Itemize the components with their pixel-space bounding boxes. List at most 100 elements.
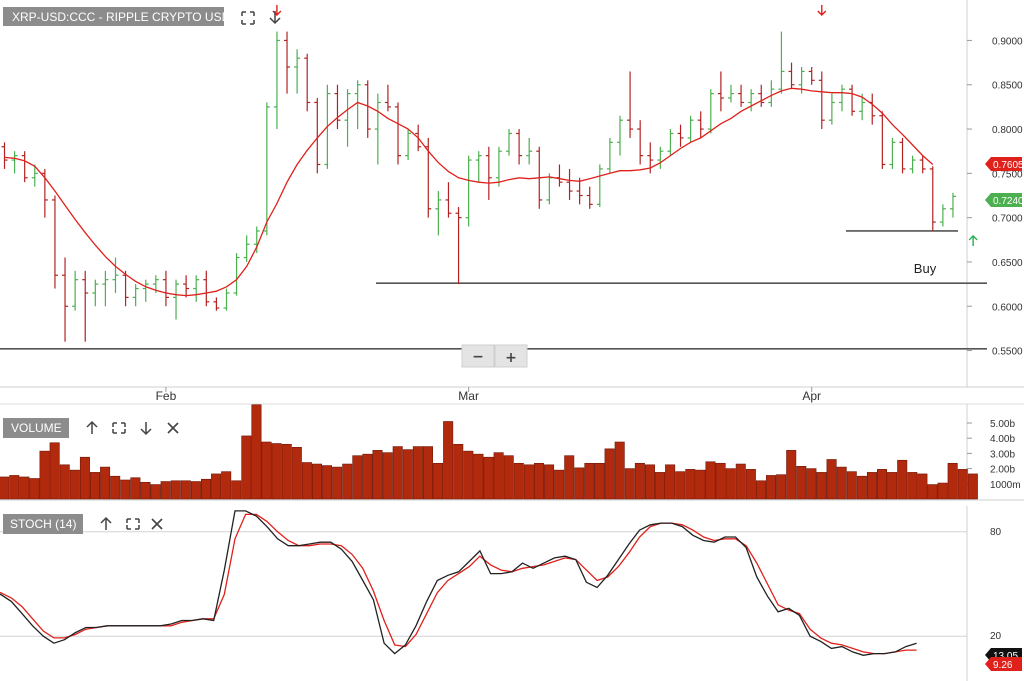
ohlc-bar [859, 93, 866, 121]
volume-bar [463, 450, 474, 500]
ohlc-bar [314, 98, 321, 174]
volume-bar [392, 446, 403, 500]
month-tick-label: Feb [156, 389, 177, 403]
volume-bar [483, 456, 494, 500]
stoch-d-badge-text: 9.26 [993, 660, 1013, 671]
volume-bar [856, 475, 867, 500]
expand-icon[interactable] [241, 11, 255, 25]
volume-bar [766, 475, 777, 500]
ohlc-bar [284, 31, 291, 94]
volume-bar [443, 421, 454, 500]
ohlc-bar [889, 137, 896, 169]
volume-bar [846, 471, 857, 500]
date-x-axis: Feb Mar Apr [156, 387, 821, 403]
volume-bar [866, 472, 877, 500]
volume-bar [503, 455, 514, 500]
ohlc-bar [526, 137, 533, 165]
volume-bar [352, 455, 363, 500]
ohlc-bar [223, 288, 230, 311]
ohlc-bar [374, 93, 381, 165]
ohlc-bar [687, 115, 694, 143]
ohlc-bar [405, 129, 412, 161]
volume-bar [271, 443, 282, 500]
move-down-icon[interactable] [140, 422, 152, 436]
close-icon[interactable] [167, 422, 179, 434]
volume-bar [251, 404, 262, 500]
zoom-out-button[interactable]: − [461, 344, 495, 368]
volume-bar [130, 477, 141, 500]
close-icon[interactable] [151, 518, 163, 530]
move-up-icon[interactable] [100, 516, 112, 530]
volume-bar [634, 462, 645, 500]
ohlc-bar [939, 204, 946, 227]
ohlc-bar [294, 49, 301, 94]
volume-bar [180, 480, 191, 500]
ohlc-bar [909, 155, 916, 174]
price-title-tag[interactable]: XRP-USD:CCC - RIPPLE CRYPTO USD [3, 7, 231, 26]
ohlc-bar [506, 129, 512, 156]
volume-title: VOLUME [11, 421, 62, 435]
volume-bar [513, 462, 524, 500]
price-badge-text: 0.7240 [993, 196, 1024, 207]
sell-arrow-icon [817, 5, 827, 16]
ohlc-bar [667, 129, 674, 156]
volume-bar [887, 472, 898, 500]
ohlc-bar [445, 182, 452, 218]
volume-tick-label: 2.00b [990, 465, 1015, 476]
ohlc-bar [516, 129, 523, 165]
price-tick-label: 0.9000 [992, 36, 1023, 47]
ohlc-bar [818, 71, 825, 130]
ohlc-bar [384, 84, 391, 112]
ohlc-bar [425, 137, 432, 218]
ohlc-bar [132, 284, 139, 307]
volume-bar [604, 448, 615, 500]
volume-tick-label: 3.00b [990, 449, 1015, 460]
volume-bar [715, 462, 726, 500]
sell-arrow-icon [272, 5, 282, 16]
volume-bar [372, 450, 383, 500]
volume-bar [281, 443, 292, 500]
volume-bar [291, 447, 302, 500]
volume-bar [140, 481, 151, 500]
ohlc-bar [11, 151, 18, 174]
volume-bar [624, 468, 635, 500]
ohlc-bar [627, 71, 634, 138]
move-up-icon[interactable] [86, 420, 98, 434]
volume-title-tag[interactable]: VOLUME [3, 418, 69, 438]
ohlc-bar [122, 270, 129, 307]
volume-bar [69, 469, 80, 500]
volume-bar [100, 466, 111, 500]
expand-icon[interactable] [112, 422, 126, 434]
ohlc-bar [364, 80, 371, 138]
volume-bar [221, 471, 232, 500]
moving-average-line [4, 87, 934, 297]
stoch-title-tag[interactable]: STOCH (14) [3, 514, 83, 534]
ohlc-bar [263, 102, 270, 236]
ohlc-bar [1, 142, 8, 169]
volume-bar [735, 463, 746, 500]
volume-bar [907, 472, 918, 500]
ma-badge-text: 0.7605 [993, 160, 1024, 171]
ohlc-bar [253, 226, 260, 254]
volume-bar [554, 469, 565, 500]
ohlc-bar [21, 151, 28, 183]
volume-bar [533, 462, 544, 500]
volume-bar [59, 464, 70, 500]
volume-bar [402, 449, 413, 500]
ohlc-bar [475, 151, 482, 183]
expand-icon[interactable] [126, 518, 140, 530]
support-lines [0, 230, 987, 350]
volume-bar [79, 456, 90, 500]
volume-panel: 1000m 2.00b 3.00b 4.00b 5.00b VOLUME [0, 403, 1024, 501]
volume-bar [301, 462, 312, 500]
ohlc-bar [637, 120, 644, 165]
volume-bar [644, 464, 655, 500]
volume-bar [675, 471, 686, 500]
volume-bar [170, 480, 181, 500]
ohlc-bar [849, 84, 856, 116]
ohlc-bar [51, 195, 58, 289]
zoom-in-button[interactable]: + [494, 344, 528, 368]
move-down-icon[interactable] [269, 11, 281, 25]
ohlc-bar [495, 146, 502, 187]
